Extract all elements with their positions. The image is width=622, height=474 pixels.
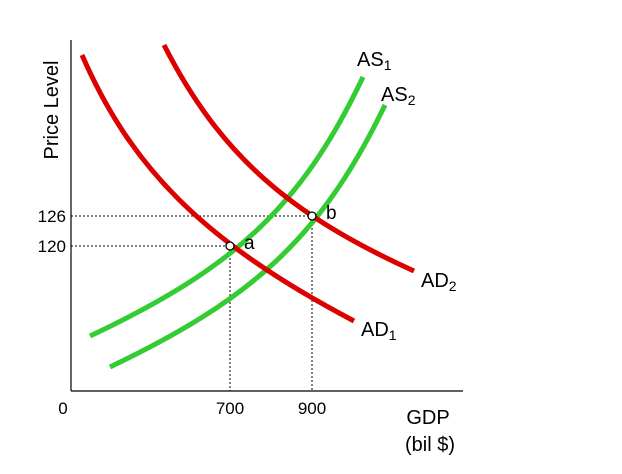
curve-ad2 (161, 43, 416, 274)
y-axis-label: Price Level (41, 61, 63, 160)
origin-label: 0 (58, 399, 67, 418)
y-tick-120: 120 (38, 237, 66, 256)
label-ad1: AD1 (361, 319, 397, 343)
point-a-label: a (244, 233, 255, 254)
label-ad2: AD2 (421, 270, 457, 294)
label-as1: AS1 (357, 49, 392, 73)
y-tick-126: 126 (38, 207, 66, 226)
point-b (307, 211, 317, 221)
x-tick-900: 900 (298, 399, 326, 418)
curve-as2 (108, 103, 388, 370)
x-axis-label-line2: (bil $) (405, 434, 455, 456)
x-tick-700: 700 (216, 399, 244, 418)
curve-ad1 (79, 53, 356, 324)
point-a (225, 241, 235, 251)
curve-as1 (88, 75, 366, 339)
label-as2: AS2 (381, 84, 416, 108)
point-b-label: b (326, 203, 337, 224)
x-axis-label-line1: GDP (406, 407, 449, 429)
